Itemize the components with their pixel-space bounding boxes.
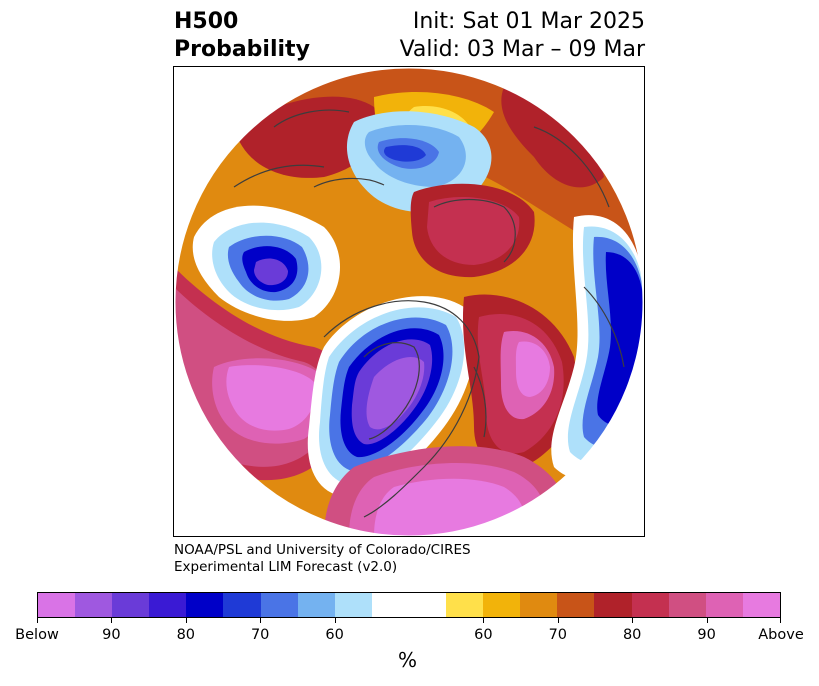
- credit-line2: Experimental LIM Forecast (v2.0): [174, 559, 398, 575]
- colorbar-swatch: [742, 593, 780, 617]
- southeast-high-core: [374, 478, 525, 536]
- colorbar-tick: [706, 618, 708, 623]
- probability-map: [174, 67, 644, 536]
- colorbar-tick: [111, 618, 113, 623]
- title-block: H500 Probability: [174, 8, 310, 64]
- colorbar-tick-label: Above: [758, 627, 804, 643]
- colorbar-tick: [780, 618, 781, 623]
- colorbar-tick-label: 60: [474, 627, 493, 643]
- colorbar-tick: [632, 618, 634, 623]
- colorbar-swatch: [408, 593, 447, 617]
- colorbar-tick: [260, 618, 262, 623]
- credit-block: NOAA/PSL and University of Colorado/CIRE…: [174, 542, 471, 576]
- colorbar-swatch: [446, 593, 484, 617]
- siberia-high: [234, 96, 381, 178]
- atlantic-high-core: [515, 341, 550, 397]
- europe-high-inner: [427, 197, 520, 265]
- scandinavia-high: [501, 87, 604, 188]
- colorbar-tick: [37, 618, 38, 623]
- init-date: Init: Sat 01 Mar 2025: [412, 9, 645, 34]
- colorbar-tick-label: 90: [102, 627, 121, 643]
- colorbar-swatch: [371, 593, 409, 617]
- colorbar-ticks: [37, 618, 781, 626]
- colorbar-tick: [185, 618, 187, 623]
- colorbar-swatch: [334, 593, 372, 617]
- colorbar-tick: [483, 618, 485, 623]
- subtitle-block: Init: Sat 01 Mar 2025 Valid: 03 Mar – 09…: [380, 8, 645, 64]
- colorbar-tick-label: 70: [250, 627, 270, 643]
- colorbar-swatch: [112, 593, 150, 617]
- colorbar-swatch: [38, 593, 76, 617]
- namerica-low-center: [366, 357, 425, 430]
- colorbar-swatch: [186, 593, 224, 617]
- map-panel: [173, 66, 645, 537]
- colorbar-swatch: [149, 593, 187, 617]
- colorbar-swatch: [594, 593, 632, 617]
- colorbar-swatch: [668, 593, 706, 617]
- colorbar-unit: %: [398, 648, 418, 672]
- asia-low-core: [254, 258, 288, 286]
- colorbar-swatch: [260, 593, 298, 617]
- valid-range: Valid: 03 Mar – 09 Mar: [399, 37, 645, 62]
- colorbar-swatch: [483, 593, 521, 617]
- colorbar-tick-label: 70: [548, 627, 568, 643]
- arctic-blue-core: [384, 145, 426, 162]
- pacific-high-core: [226, 365, 316, 431]
- colorbar-tick: [557, 618, 559, 623]
- colorbar-swatch: [705, 593, 743, 617]
- colorbar-swatch: [75, 593, 113, 617]
- title-line1: H500: [174, 9, 239, 34]
- coastlines: [233, 109, 625, 518]
- colorbar: [37, 592, 781, 618]
- colorbar-tick-label: 80: [176, 627, 196, 643]
- colorbar-tick-label: 80: [622, 627, 642, 643]
- colorbar-swatch: [297, 593, 335, 617]
- credit-line1: NOAA/PSL and University of Colorado/CIRE…: [174, 542, 471, 558]
- colorbar-swatch: [520, 593, 558, 617]
- colorbar-swatch: [223, 593, 261, 617]
- title-line2: Probability: [174, 37, 310, 62]
- colorbar-swatch: [557, 593, 595, 617]
- hemisphere-edge: [174, 67, 644, 536]
- colorbar-tick-label: 90: [697, 627, 716, 643]
- colorbar-tick: [334, 618, 336, 623]
- colorbar-tick-label: 60: [325, 627, 344, 643]
- colorbar-tick-label: Below: [15, 627, 59, 643]
- colorbar-swatch: [631, 593, 669, 617]
